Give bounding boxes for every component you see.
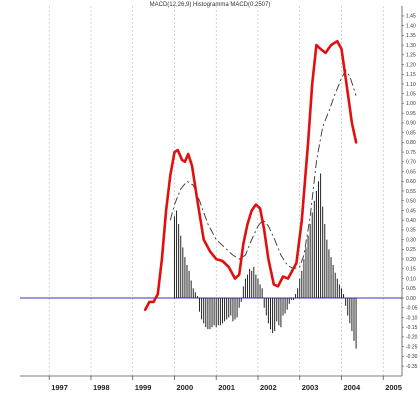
x-tick-label: 1999 [135, 383, 152, 392]
y-tick-label: 1.30 [406, 43, 416, 49]
y-tick-label: 0.20 [406, 257, 416, 263]
y-tick-label: -0.30 [406, 354, 418, 360]
macd-line-group [143, 39, 358, 312]
y-tick-label: 0.35 [406, 228, 416, 234]
signal-line [169, 69, 357, 270]
y-tick-label: 0.75 [406, 150, 416, 156]
y-tick-label: -0.20 [406, 335, 418, 341]
y-tick-label: 0.25 [406, 247, 416, 253]
x-tick-label: 1997 [51, 383, 68, 392]
y-tick-label: 1.00 [406, 101, 416, 107]
y-tick-label: 1.35 [406, 33, 416, 39]
y-tick-label: 0.90 [406, 121, 416, 127]
y-tick-label: 0.40 [406, 218, 416, 224]
x-tick-label: 2002 [260, 383, 277, 392]
y-tick-label: 0.10 [406, 276, 416, 282]
grid [48, 6, 384, 376]
y-tick-label: 0.00 [406, 296, 416, 302]
y-tick-label: 0.05 [406, 286, 416, 292]
y-tick-label: 0.95 [406, 111, 416, 117]
x-tick-label: 2003 [302, 383, 319, 392]
y-tick-label: 1.40 [406, 23, 416, 29]
y-tick-label: -0.15 [406, 325, 418, 331]
y-tick-label: 0.65 [406, 169, 416, 175]
x-tick-label: 2004 [343, 383, 361, 392]
y-tick-label: 0.70 [406, 160, 416, 166]
y-tick-label: 0.55 [406, 189, 416, 195]
y-tick-label: 0.45 [406, 208, 416, 214]
y-tick-label: 1.20 [406, 62, 416, 68]
x-tick-label: 2000 [176, 383, 193, 392]
histogram [173, 173, 357, 349]
y-tick-label: 1.25 [406, 53, 416, 59]
signal-line-group [169, 69, 357, 270]
y-tick-label: 0.30 [406, 237, 416, 243]
y-tick-label: 0.60 [406, 179, 416, 185]
y-tick-label: -0.05 [406, 306, 418, 312]
y-tick-label: -0.35 [406, 364, 418, 370]
x-tick-labels: 1997 1998 1999 2000 2001 2002 2003 2004 2005 [48, 376, 402, 392]
y-tick-label: 0.50 [406, 199, 416, 205]
y-tick-label: 1.15 [406, 72, 416, 78]
chart-title: MACD(12,26,9) Histogramma MACD(0.2507) [150, 2, 271, 8]
x-tick-label: 2001 [218, 383, 235, 392]
y-tick-label: 0.80 [406, 140, 416, 146]
y-tick-label: 1.05 [406, 92, 416, 98]
y-tick-label: -0.25 [406, 344, 418, 350]
macd-line [143, 39, 358, 312]
y-tick-label: 0.15 [406, 267, 416, 273]
y-tick-label: 0.85 [406, 130, 416, 136]
x-tick-label: 1998 [93, 383, 110, 392]
y-tick-label: -0.10 [406, 315, 418, 321]
x-tick-label: 2005 [385, 383, 402, 392]
y-tick-label: 1.45 [406, 14, 416, 20]
y-tick-labels: 1.45 1.40 1.35 1.30 1.25 1.20 1.15 1.10 1.05 1.00… [402, 14, 418, 370]
y-tick-label: 1.10 [406, 82, 416, 88]
